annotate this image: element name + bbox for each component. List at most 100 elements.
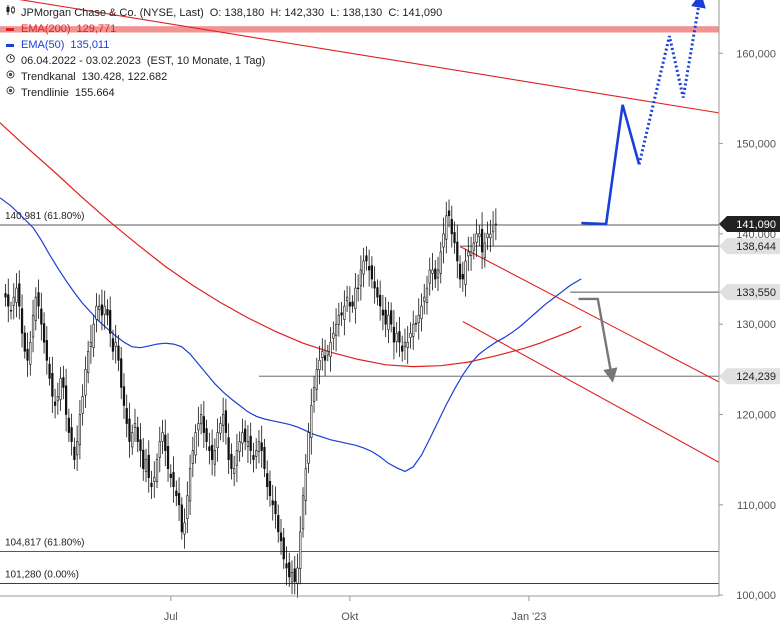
candle-body (103, 305, 106, 315)
candle-body (263, 446, 266, 469)
candle-body (420, 305, 423, 319)
candle-body (197, 423, 200, 431)
legend-ema200-row[interactable]: EMA(200) 129,771 (6, 21, 442, 37)
candle-body (150, 482, 153, 488)
candle-body (56, 396, 59, 402)
ema50-swatch (6, 43, 14, 47)
price-level-tag (719, 238, 780, 255)
candle-body (428, 269, 431, 284)
candle-body (12, 296, 15, 306)
x-tick-label: Jan '23 (511, 611, 546, 623)
candle-body (194, 432, 197, 456)
candle-body (351, 301, 354, 307)
projection-solid-path (581, 104, 641, 226)
candle-body (188, 468, 192, 502)
candle-body (329, 341, 332, 357)
candle-body (395, 332, 398, 342)
candle-body (26, 348, 29, 361)
candle-body (362, 260, 365, 275)
candle-body (111, 338, 115, 352)
candle-body (15, 287, 18, 303)
candle-body (84, 369, 87, 396)
candle-body (450, 219, 453, 235)
candle-body (277, 514, 280, 533)
last-price-tag (719, 216, 780, 233)
candle-body (282, 537, 285, 560)
candle-body (45, 340, 48, 361)
candle-body (155, 459, 159, 483)
candle-body (409, 332, 412, 338)
candle-body (398, 331, 401, 343)
candle-body (122, 386, 126, 406)
candle-body (268, 481, 272, 497)
candle-body (53, 401, 57, 406)
candle-body (31, 314, 35, 338)
chart-legend: JPMorgan Chase & Co. (NYSE, Last) O: 138… (6, 5, 442, 101)
candle-body (241, 432, 244, 444)
candle-body (42, 323, 46, 343)
candle-body (125, 408, 128, 424)
y-tick-label: 120,000 (736, 409, 776, 421)
candle-body (59, 378, 62, 400)
candle-body (285, 563, 288, 569)
candle-body (434, 268, 437, 280)
candle-body (244, 428, 247, 442)
legend-trendlinie-row[interactable]: Trendlinie 155.664 (6, 85, 442, 101)
projection-gray-arrow (578, 297, 618, 383)
candle-body (191, 450, 194, 464)
candle-body (48, 363, 51, 379)
candle-body (334, 323, 338, 336)
ema200-line (0, 122, 582, 368)
candle-body (494, 223, 497, 226)
dot-icon (6, 85, 15, 101)
candle-body (128, 418, 131, 442)
fib-level-label: 104,817 (61.80%) (5, 538, 85, 549)
candle-body (299, 531, 302, 569)
legend-trendlinie-value: 155.664 (74, 87, 115, 99)
ema50-line (0, 197, 582, 473)
candle-body (293, 568, 296, 582)
candle-body (252, 455, 255, 460)
candle-body (315, 369, 318, 390)
legend-trendkanal-row[interactable]: Trendkanal 130.428, 122.682 (6, 69, 442, 85)
candle-body (365, 255, 368, 262)
legend-range-detail: (EST, 10 Monate, 1 Tag) (146, 55, 266, 67)
candle-body (436, 269, 440, 279)
trendkanal-lower (462, 320, 720, 463)
candle-body (257, 441, 261, 453)
candle-body (445, 215, 448, 240)
candle-body (169, 473, 172, 479)
candle-body (464, 260, 467, 285)
candle-body (368, 266, 371, 271)
y-tick-label: 150,000 (736, 139, 776, 151)
y-tick-label: 100,000 (736, 590, 776, 602)
candle-body (139, 439, 142, 451)
candle-body (359, 269, 363, 287)
candle-body (9, 310, 13, 312)
candle-body (142, 449, 145, 469)
candle-body (414, 322, 418, 325)
candle-body (274, 500, 277, 515)
candle-body (301, 495, 305, 530)
candle-body (114, 341, 117, 347)
candle-body (356, 287, 360, 290)
candle-body (249, 435, 252, 451)
candle-body (354, 287, 357, 309)
fib-level-label: 101,280 (0.00%) (5, 570, 79, 581)
candle-body (210, 444, 214, 460)
legend-ema50-row[interactable]: EMA(50) 135,011 (6, 37, 442, 53)
candle-body (453, 232, 456, 244)
candle-body (205, 428, 208, 442)
candle-body (337, 314, 340, 325)
candle-body (469, 251, 473, 257)
candle-body (175, 490, 178, 497)
candle-body (376, 287, 379, 298)
candle-body (384, 309, 387, 325)
candle-body (406, 341, 409, 348)
candle-body (279, 532, 283, 542)
candle-body (183, 522, 186, 535)
legend-instrument-name: JPMorgan Chase & Co. (NYSE, Last) (21, 7, 204, 19)
candle-body (304, 468, 307, 501)
